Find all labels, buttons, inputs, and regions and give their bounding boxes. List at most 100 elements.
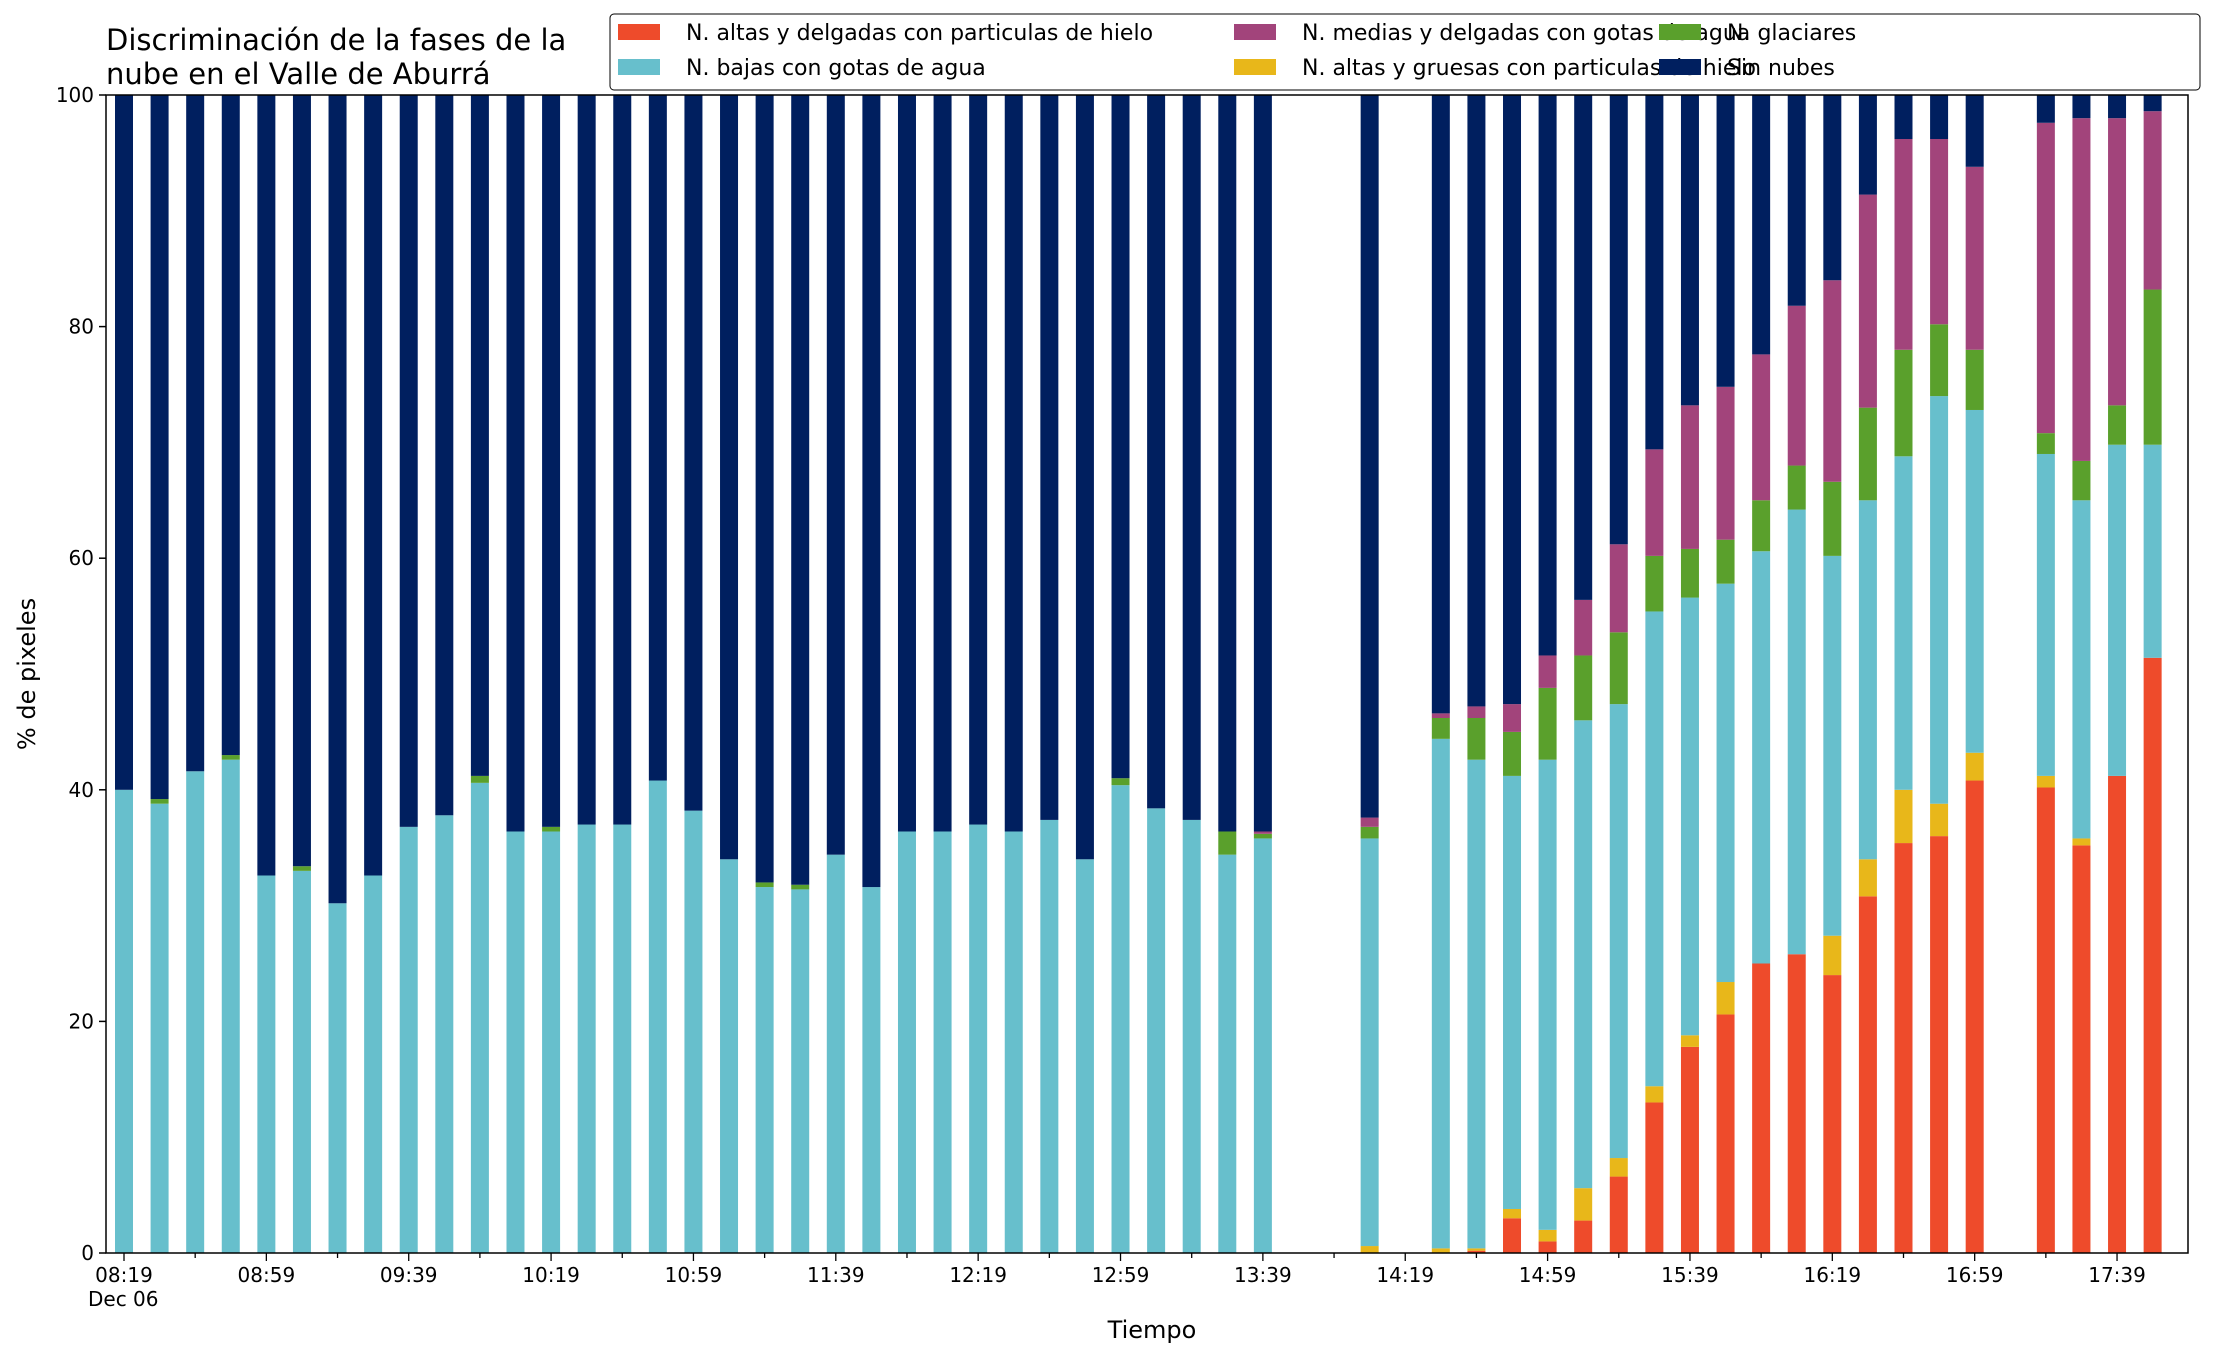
bar-segment-ag <box>2036 775 2055 788</box>
bar-segment-sn <box>969 95 988 825</box>
bar-segment-ah <box>1858 896 1877 1253</box>
bar-segment-sn <box>115 95 133 790</box>
bar-segment-ah <box>1787 954 1806 1253</box>
bar-segment-bl <box>399 826 418 1253</box>
bar-segment-ah <box>2036 787 2055 1253</box>
bar-segment-sn <box>1147 95 1166 809</box>
bar-segment-gl <box>292 866 311 871</box>
bar-segment-sn <box>364 95 383 876</box>
bar-segment-ah <box>1930 836 1949 1253</box>
bar-segment-gl <box>2108 405 2127 445</box>
bar-segment-bl <box>115 789 133 1253</box>
x-date-label: Dec 06 <box>88 1287 159 1311</box>
bar-segment-bl <box>1147 808 1166 1253</box>
bar-segment-bl <box>364 875 383 1253</box>
bar-segment-ag <box>1467 1248 1486 1251</box>
bar-segment-gl <box>1894 349 1913 457</box>
bar-segment-bl <box>435 815 454 1253</box>
bar-segment-md <box>1752 354 1771 501</box>
bar-segment-ag <box>1431 1248 1450 1253</box>
bar-segment-ah <box>2072 845 2091 1253</box>
bar-segment-bl <box>1503 775 1522 1209</box>
bar-segment-sn <box>648 95 667 781</box>
bar-segment-sn <box>1431 95 1450 714</box>
bar-segment-sn <box>399 95 418 827</box>
bar-segment-gl <box>2072 460 2091 501</box>
bar-segment-bl <box>897 831 916 1253</box>
bar-segment-gl <box>1503 731 1522 776</box>
bar-segment-gl <box>1609 632 1628 705</box>
bar-segment-md <box>1360 817 1379 827</box>
bar-segment-ah <box>2143 657 2162 1253</box>
bar-segment-ah <box>2108 775 2127 1253</box>
legend-swatch-sn <box>1659 59 1701 75</box>
bar-segment-bl <box>1752 551 1771 964</box>
bar-segment-bl <box>755 887 774 1253</box>
bar-segment-md <box>2072 118 2091 461</box>
bar-segment-bl <box>470 782 489 1253</box>
bar-segment-md <box>1680 405 1699 549</box>
bar-segment-bl <box>2108 444 2127 776</box>
bar-segment-sn <box>435 95 454 816</box>
bar-segment-ah <box>1752 963 1771 1253</box>
bar-segment-bl <box>1574 720 1593 1189</box>
bar-segment-sn <box>1253 95 1272 832</box>
bar-segment-bl <box>186 771 205 1253</box>
bar-segment-md <box>1645 449 1664 556</box>
bar-segment-bl <box>684 810 703 1253</box>
x-tick-label: 14:19 <box>1376 1263 1434 1287</box>
bar-segment-ag <box>2072 838 2091 846</box>
bar-segment-sn <box>542 95 561 827</box>
bar-segment-sn <box>2072 95 2091 119</box>
bar-segment-bl <box>969 824 988 1253</box>
bar-segment-md <box>1858 194 1877 408</box>
legend-swatch-ag <box>1234 59 1276 75</box>
bar-segment-sn <box>1716 95 1735 387</box>
bar-segment-md <box>2108 118 2127 406</box>
y-tick-label: 0 <box>81 1241 94 1265</box>
bar-segment-gl <box>1360 826 1379 839</box>
bar-segment-sn <box>1680 95 1699 406</box>
x-tick-label: 09:39 <box>380 1263 438 1287</box>
bar-segment-ah <box>1538 1241 1557 1253</box>
bar-segment-bl <box>2036 453 2055 776</box>
bar-segment-md <box>1823 280 1842 482</box>
x-tick-label: 10:59 <box>665 1263 723 1287</box>
bar-segment-bl <box>328 903 347 1253</box>
bar-segment-bl <box>1894 456 1913 790</box>
bar-segment-bl <box>1823 555 1842 936</box>
y-axis: 0 20 40 60 80 100 <box>56 83 106 1265</box>
bar-segment-sn <box>1538 95 1557 656</box>
bar-segment-gl <box>1716 539 1735 584</box>
bar-segment-gl <box>1218 831 1237 855</box>
bar-segment-bl <box>1075 859 1094 1253</box>
y-tick-label: 60 <box>69 546 94 570</box>
bar-segment-gl <box>1574 655 1593 721</box>
bar-segment-ah <box>1680 1046 1699 1253</box>
bar-segment-bl <box>720 859 739 1253</box>
bar-segment-md <box>1609 544 1628 633</box>
x-tick-label: 10:19 <box>522 1263 580 1287</box>
bar-segment-bl <box>1467 759 1486 1249</box>
bar-segment-sn <box>1075 95 1094 860</box>
bar-segment-sn <box>1182 95 1201 820</box>
bar-segment-sn <box>1965 95 1984 167</box>
y-tick-label: 40 <box>69 778 94 802</box>
bar-segment-ah <box>1965 780 1984 1253</box>
bar-segment-ag <box>1858 859 1877 897</box>
bar-segment-ag <box>1360 1246 1379 1253</box>
legend-swatch-ah <box>618 24 660 40</box>
bar-segment-md <box>1253 831 1272 834</box>
bar-segment-sn <box>1574 95 1593 600</box>
bar-segment-gl <box>470 775 489 783</box>
x-axis-title: Tiempo <box>1107 1316 1197 1344</box>
bar-segment-md <box>2036 122 2055 434</box>
bar-segment-sn <box>1467 95 1486 707</box>
bar-segment-bl <box>1004 831 1023 1253</box>
bar-segment-gl <box>1787 465 1806 510</box>
legend-label-sn: Sin nubes <box>1727 56 1835 81</box>
x-tick-label: 15:39 <box>1661 1263 1719 1287</box>
bar-segment-md <box>1431 713 1450 718</box>
bar-segment-sn <box>1111 95 1130 779</box>
bar-segment-gl <box>221 755 240 760</box>
